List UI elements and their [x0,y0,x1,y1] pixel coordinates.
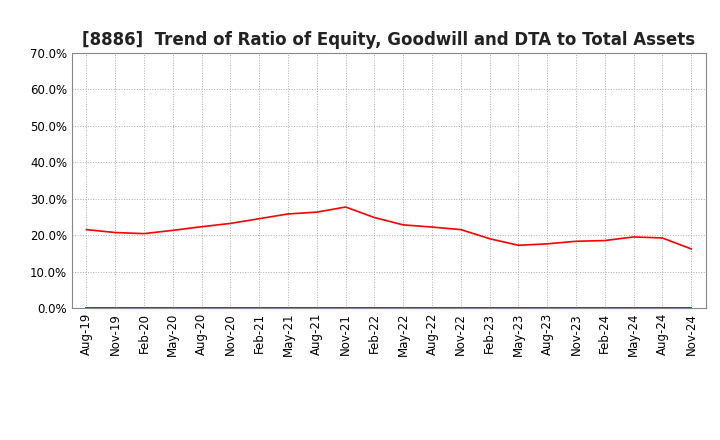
Deferred Tax Assets [140,305,148,310]
Line: Equity: Equity [86,207,691,249]
Deferred Tax Assets [370,305,379,310]
Deferred Tax Assets [284,305,292,310]
Deferred Tax Assets [168,305,177,310]
Deferred Tax Assets [658,305,667,310]
Deferred Tax Assets [341,305,350,310]
Equity [572,238,580,244]
Equity [658,235,667,241]
Deferred Tax Assets [629,305,638,310]
Equity [312,209,321,215]
Deferred Tax Assets [428,305,436,310]
Deferred Tax Assets [312,305,321,310]
Goodwill [428,305,436,311]
Equity [600,238,609,243]
Deferred Tax Assets [255,305,264,310]
Goodwill [514,305,523,311]
Equity [341,204,350,209]
Equity [168,228,177,233]
Goodwill [370,305,379,311]
Equity [687,246,696,252]
Goodwill [485,305,494,311]
Deferred Tax Assets [600,305,609,310]
Goodwill [312,305,321,311]
Goodwill [284,305,292,311]
Equity [370,215,379,220]
Equity [255,216,264,221]
Deferred Tax Assets [687,305,696,310]
Text: [8886]  Trend of Ratio of Equity, Goodwill and DTA to Total Assets: [8886] Trend of Ratio of Equity, Goodwil… [82,31,696,49]
Goodwill [341,305,350,311]
Equity [111,230,120,235]
Equity [140,231,148,236]
Goodwill [226,305,235,311]
Equity [197,224,206,229]
Goodwill [687,305,696,311]
Equity [456,227,465,232]
Equity [428,224,436,230]
Goodwill [543,305,552,311]
Goodwill [456,305,465,311]
Goodwill [600,305,609,311]
Goodwill [255,305,264,311]
Goodwill [399,305,408,311]
Deferred Tax Assets [399,305,408,310]
Equity [226,221,235,226]
Equity [629,234,638,239]
Goodwill [197,305,206,311]
Equity [543,241,552,246]
Deferred Tax Assets [485,305,494,310]
Equity [514,242,523,248]
Goodwill [82,305,91,311]
Equity [399,222,408,227]
Equity [284,211,292,216]
Deferred Tax Assets [111,305,120,310]
Goodwill [140,305,148,311]
Goodwill [629,305,638,311]
Deferred Tax Assets [82,305,91,310]
Deferred Tax Assets [456,305,465,310]
Deferred Tax Assets [226,305,235,310]
Deferred Tax Assets [197,305,206,310]
Equity [82,227,91,232]
Deferred Tax Assets [543,305,552,310]
Deferred Tax Assets [572,305,580,310]
Goodwill [658,305,667,311]
Goodwill [111,305,120,311]
Goodwill [572,305,580,311]
Equity [485,236,494,242]
Deferred Tax Assets [514,305,523,310]
Goodwill [168,305,177,311]
